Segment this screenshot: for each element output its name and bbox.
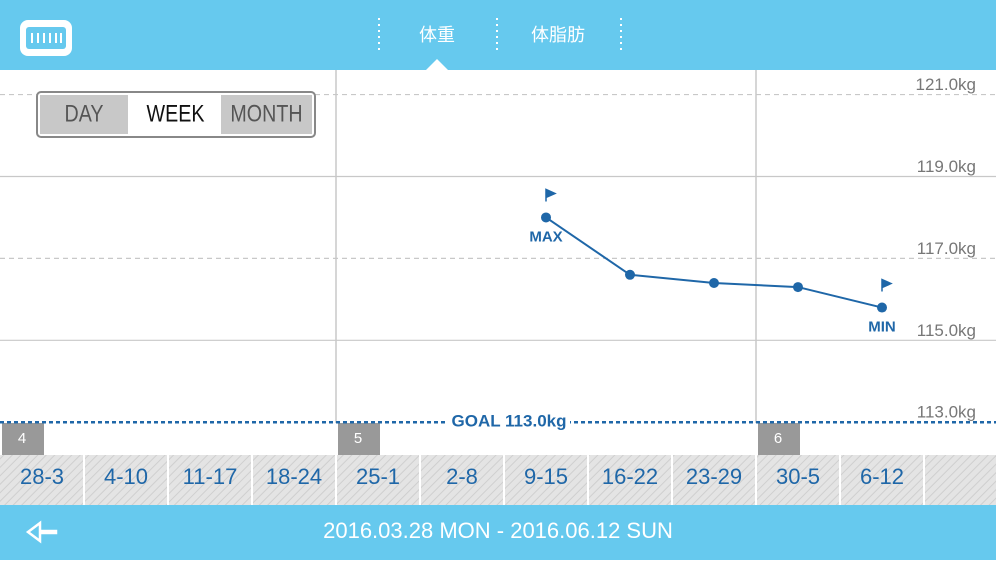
x-tick-label[interactable]: 23-29 [686,464,742,489]
extreme-label: MIN [868,319,896,336]
x-tick-label[interactable]: 6-12 [860,464,904,489]
x-tick-label[interactable]: 4-10 [104,464,148,489]
data-point [709,277,719,288]
period-button-label[interactable]: DAY [65,99,104,126]
y-tick-label: 113.0kg [917,403,976,422]
y-tick-label: 117.0kg [917,239,976,258]
month-marker [758,423,800,455]
tab[interactable]: 体脂肪 [531,25,585,45]
date-range: 2016.03.28 MON - 2016.06.12 SUN [323,518,673,543]
data-point [793,282,803,293]
period-button[interactable] [130,95,221,134]
x-tick-label[interactable]: 18-24 [266,464,322,489]
data-point [877,302,887,313]
x-tick-label[interactable]: 30-5 [776,464,820,489]
flag-icon [881,278,893,292]
goal-label-bg [448,410,570,435]
extreme-label: MAX [529,228,562,245]
month-label: 4 [18,430,26,447]
tab[interactable]: 体重 [419,25,455,45]
month-marker [338,423,380,455]
x-tick-label[interactable]: 2-8 [446,464,478,489]
week-bar [0,455,996,505]
back-button[interactable] [25,520,58,544]
month-label: 6 [774,430,782,447]
period-button[interactable] [40,95,128,134]
month-marker [2,423,44,455]
period-button-label[interactable]: WEEK [147,99,205,126]
data-point [541,212,551,223]
app-logo[interactable] [20,20,72,56]
tab-indicator [426,59,448,70]
period-button-label[interactable]: MONTH [230,99,302,126]
flag-icon [545,188,557,202]
y-tick-label: 115.0kg [917,321,976,340]
header-bar [0,0,996,70]
x-tick-label[interactable]: 9-15 [524,464,568,489]
y-tick-label: 121.0kg [916,75,977,94]
goal-label: GOAL 113.0kg [452,412,567,431]
x-tick-label[interactable]: 11-17 [183,464,238,489]
data-point [625,269,635,280]
x-tick-label[interactable]: 28-3 [20,464,64,489]
footer-bar [0,505,996,560]
x-tick-label[interactable]: 16-22 [602,464,658,489]
month-label: 5 [354,430,362,447]
period-button[interactable] [221,95,312,134]
y-tick-label: 119.0kg [917,157,976,176]
x-tick-label[interactable]: 25-1 [356,464,400,489]
